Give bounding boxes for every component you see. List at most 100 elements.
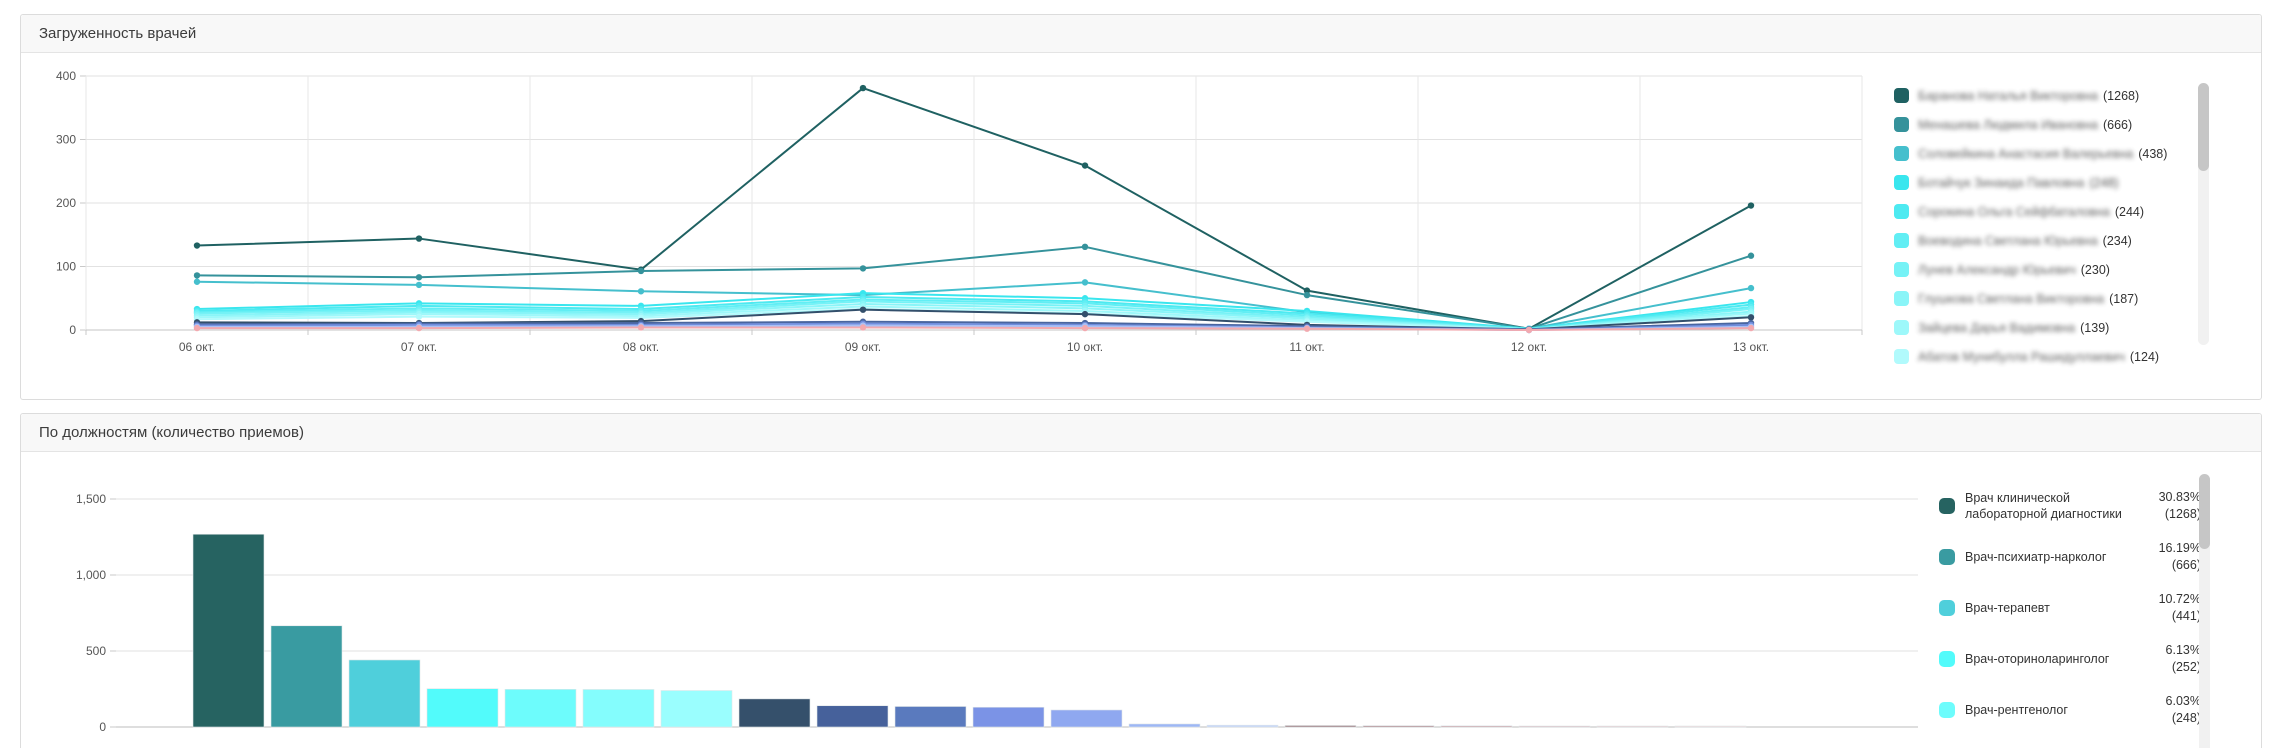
legend-item[interactable]: Врач-терапевт 10.72% (441) xyxy=(1939,582,2201,633)
bar xyxy=(1050,709,1123,728)
legend-item[interactable]: Воеводина Светлана Юрьевна (234) xyxy=(1894,226,2194,255)
legend-item[interactable]: Менашева Людмила Ивановна (666) xyxy=(1894,110,2194,139)
legend-swatch xyxy=(1939,701,1955,718)
legend-item[interactable]: Сорокина Ольга Сейфбаталовна (244) xyxy=(1894,197,2194,226)
x-axis-tick-label: 06 окт. xyxy=(179,340,215,354)
workload-legend-scrollbar[interactable] xyxy=(2198,83,2209,345)
legend-doctor-name: Ботайчук Зинаида Павловна xyxy=(1918,175,2085,190)
legend-swatch xyxy=(1894,291,1909,306)
legend-count: (248) xyxy=(2171,710,2201,725)
legend-count: (1268) xyxy=(2164,506,2201,521)
workload-legend: Баранова Наталья Викторовна (1268) Менашев… xyxy=(1894,81,2194,371)
workload-legend-scrollbar-thumb[interactable] xyxy=(2198,83,2209,171)
legend-position-stats: 6.03% (248) xyxy=(2166,693,2201,727)
legend-doctor-count: (666) xyxy=(2102,117,2133,132)
legend-doctor-name: Зайцева Дарья Вадимовна xyxy=(1918,320,2076,335)
legend-doctor-name: Абатов Мунибулла Рашидуллаевич xyxy=(1918,349,2125,364)
bar xyxy=(192,533,265,728)
legend-item[interactable]: Врач-оториноларинголог 6.13% (252) xyxy=(1939,633,2201,684)
legend-percent: 30.83% xyxy=(2158,489,2201,504)
y-axis-tick-label: 400 xyxy=(56,69,76,83)
panel-workload-header: Загруженность врачей xyxy=(21,15,2261,53)
x-axis-tick-label: 07 окт. xyxy=(401,340,437,354)
y-axis-tick-label: 1,000 xyxy=(76,568,106,582)
bar xyxy=(1440,725,1513,728)
legend-doctor-name: Сорокина Ольга Сейфбаталовна xyxy=(1918,204,2110,219)
bar xyxy=(1284,725,1357,728)
legend-item[interactable]: Ботайчук Зинаида Павловна (248) xyxy=(1894,168,2194,197)
positions-legend-scrollbar-thumb[interactable] xyxy=(2199,474,2210,549)
y-axis-tick-label: 0 xyxy=(99,720,106,734)
positions-legend: Врач клинической лабораторной диагностик… xyxy=(1939,480,2201,748)
legend-item[interactable]: Соловейкина Анастасия Валерьевна (438) xyxy=(1894,139,2194,168)
legend-doctor-count: (248) xyxy=(2089,175,2119,190)
legend-swatch xyxy=(1894,349,1909,364)
legend-swatch xyxy=(1894,117,1909,132)
legend-item[interactable]: Баранова Наталья Викторовна (1268) xyxy=(1894,81,2194,110)
positions-legend-scrollbar[interactable] xyxy=(2199,474,2210,748)
legend-doctor-name: Лунев Александр Юрьевич xyxy=(1918,262,2076,277)
legend-count: (441) xyxy=(2171,608,2201,623)
legend-doctor-count: (438) xyxy=(2138,146,2168,161)
legend-doctor-count: (1268) xyxy=(2103,88,2140,103)
legend-percent: 16.19% xyxy=(2158,540,2201,555)
legend-position-stats: 30.83% (1268) xyxy=(2159,489,2201,523)
legend-doctor-count: (230) xyxy=(2080,262,2110,277)
x-axis-tick-label: 13 окт. xyxy=(1733,340,1769,354)
legend-item[interactable]: Глушкова Светлана Викторовна (187) xyxy=(1894,284,2194,313)
legend-position-label: Врач-оториноларинголог xyxy=(1965,651,2110,666)
legend-swatch xyxy=(1939,548,1955,565)
bar xyxy=(348,659,421,728)
panel-workload: Загруженность врачей 0 100 200 300 400 06 окт… xyxy=(20,14,2262,400)
y-axis-tick-label: 300 xyxy=(56,133,76,147)
y-axis-tick-label: 0 xyxy=(69,323,76,337)
bar xyxy=(1596,725,1669,728)
legend-swatch xyxy=(1894,233,1909,248)
legend-doctor-name: Глушкова Светлана Викторовна xyxy=(1918,291,2105,306)
legend-doctor-count: (244) xyxy=(2114,204,2145,219)
legend-item[interactable]: Врач-психиатр-нарколог 16.19% (666) xyxy=(1939,531,2201,582)
bar xyxy=(738,698,811,728)
x-axis-tick-label: 09 окт. xyxy=(845,340,881,354)
x-axis-tick-label: 12 окт. xyxy=(1511,340,1547,354)
legend-swatch xyxy=(1939,650,1955,667)
legend-swatch xyxy=(1939,497,1955,514)
bar xyxy=(1206,724,1279,728)
legend-percent: 6.13% xyxy=(2165,642,2201,657)
bar xyxy=(972,706,1045,728)
legend-item[interactable]: Врач клинической лабораторной диагностик… xyxy=(1939,480,2201,531)
legend-position-label: Врач-рентгенолог xyxy=(1965,702,2068,717)
panel-positions-header: По должностям (количество приемов) xyxy=(21,414,2261,452)
workload-line-chart: 0 100 200 300 400 06 окт. 07 окт. 08 окт. 09 окт… xyxy=(56,69,1863,354)
legend-position-label: Врач-терапевт xyxy=(1965,600,2050,615)
panel-positions: По должностям (количество приемов) 0 500 1… xyxy=(20,413,2262,748)
legend-position-label: Врач-психиатр-нарколог xyxy=(1965,549,2107,564)
legend-item[interactable]: Зайцева Дарья Вадимовна (139) xyxy=(1894,313,2194,342)
legend-doctor-name: Соловейкина Анастасия Валерьевна xyxy=(1918,146,2134,161)
legend-percent: 10.72% xyxy=(2158,591,2201,606)
legend-item[interactable]: 6.02% xyxy=(1939,735,2201,748)
bar xyxy=(270,625,343,728)
bar xyxy=(1128,723,1201,728)
legend-swatch xyxy=(1939,599,1955,616)
x-axis-tick-label: 11 окт. xyxy=(1289,340,1324,354)
legend-item[interactable]: Врач-рентгенолог 6.03% (248) xyxy=(1939,684,2201,735)
legend-position-stats: 16.19% (666) xyxy=(2159,540,2201,574)
y-axis-tick-label: 100 xyxy=(56,260,76,274)
bar xyxy=(504,689,577,728)
legend-doctor-name: Воеводина Светлана Юрьевна xyxy=(1918,233,2098,248)
legend-doctor-name: Баранова Наталья Викторовна xyxy=(1918,88,2098,103)
positions-bar-chart: 0 500 1,000 1,500 xyxy=(76,492,1918,734)
legend-item[interactable]: Абатов Мунибулла Рашидуллаевич (124) xyxy=(1894,342,2194,371)
legend-swatch xyxy=(1894,320,1909,335)
legend-percent: 6.03% xyxy=(2165,693,2201,708)
legend-position-stats: 10.72% (441) xyxy=(2159,591,2201,625)
legend-doctor-name: Менашева Людмила Ивановна xyxy=(1918,117,2098,132)
panel-workload-title: Загруженность врачей xyxy=(39,25,197,42)
y-axis-tick-label: 1,500 xyxy=(76,492,106,506)
legend-item[interactable]: Лунев Александр Юрьевич (230) xyxy=(1894,255,2194,284)
legend-swatch xyxy=(1894,146,1909,161)
bar xyxy=(426,688,499,728)
bar xyxy=(1518,725,1591,728)
